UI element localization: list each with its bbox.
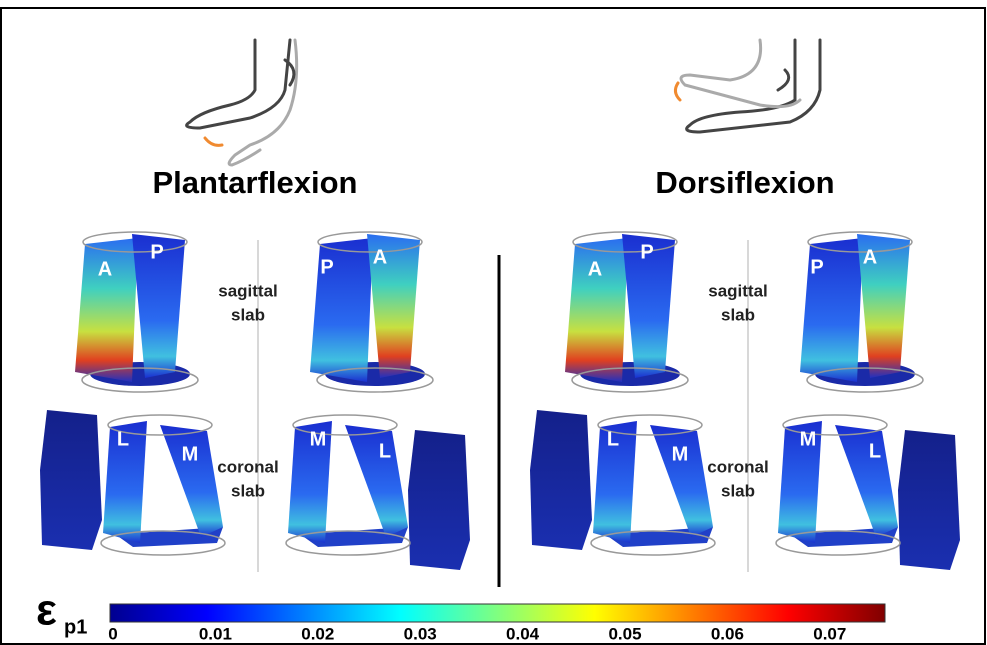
slab-label: P [640,241,653,263]
slab-label: M [310,428,327,450]
slab-label: L [379,440,391,462]
slab-label: P [320,256,333,278]
figure: Plantarflexion A P P A L M M Lsagittal slab corona… [0,0,987,645]
slab-label: A [863,246,877,268]
slab-caption: coronal [707,457,768,476]
tick-label: 0.06 [711,624,744,643]
slab [835,425,898,537]
slab-label: A [98,258,112,280]
slab-caption: slab [231,481,265,500]
tick-label: 0.05 [608,624,641,643]
slab-caption: coronal [217,457,278,476]
tick-label: 0.02 [301,624,334,643]
slab [160,425,223,537]
bone [898,430,960,570]
slab-label: L [117,428,129,450]
colorbar-symbol: ε [36,586,57,635]
colorbar-subscript: p1 [64,616,87,638]
tick-label: 0.01 [199,624,232,643]
tick-label: 0 [108,624,117,643]
slab-label: P [810,256,823,278]
bone [408,430,470,570]
slab-label: M [800,428,817,450]
slab-label: L [869,440,881,462]
slab-label: A [373,246,387,268]
foot-sketch [187,40,820,165]
tick-label: 0.04 [506,624,540,643]
slab-caption: sagittal [708,281,768,300]
tick-label: 0.03 [404,624,437,643]
slab [650,425,713,537]
slab-caption: slab [721,305,755,324]
slab-label: P [150,241,163,263]
bone [40,410,102,550]
panel-title: Dorsiflexion [655,165,834,200]
colorbar [110,604,885,622]
slab-label: L [607,428,619,450]
slab-caption: sagittal [218,281,278,300]
slab-caption: slab [231,305,265,324]
slab-label: M [672,443,689,465]
slab-caption: slab [721,481,755,500]
panel-title: Plantarflexion [153,165,358,200]
bone [530,410,592,550]
slab [345,425,408,537]
slab-label: A [588,258,602,280]
tick-label: 0.07 [813,624,846,643]
slab-label: M [182,443,199,465]
